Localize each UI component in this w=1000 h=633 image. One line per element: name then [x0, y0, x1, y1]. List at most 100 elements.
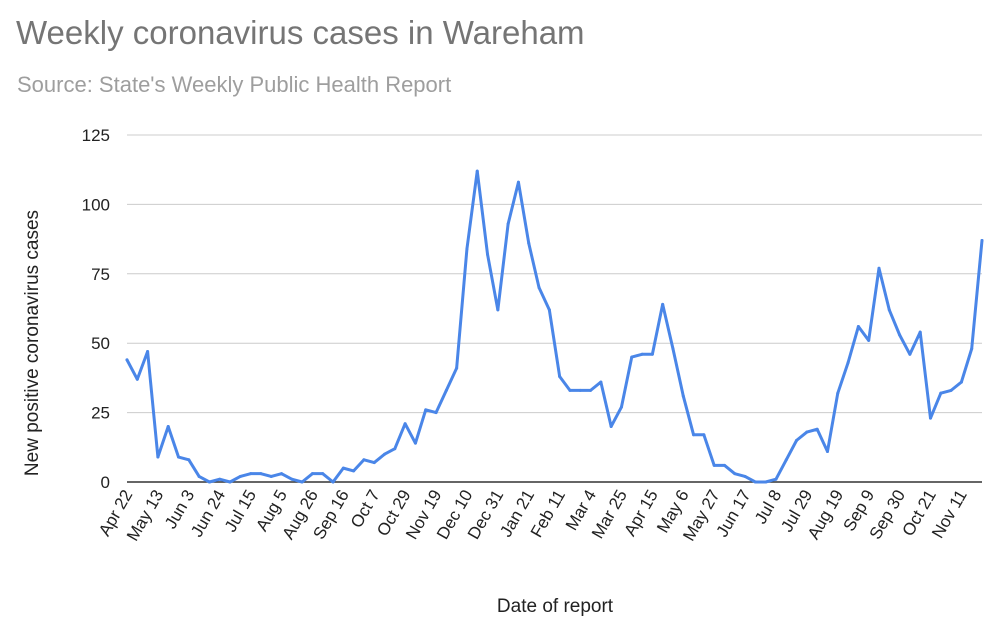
data-point — [743, 474, 747, 478]
data-point — [774, 477, 778, 481]
data-point — [753, 480, 757, 484]
data-point — [321, 472, 325, 476]
data-point — [619, 405, 623, 409]
y-tick-label: 25 — [91, 404, 110, 423]
data-point — [362, 458, 366, 462]
data-point — [475, 169, 479, 173]
data-point — [146, 350, 150, 354]
data-point — [486, 252, 490, 256]
data-point — [568, 388, 572, 392]
y-tick-label: 50 — [91, 334, 110, 353]
data-point — [650, 352, 654, 356]
data-point — [249, 472, 253, 476]
data-point — [310, 472, 314, 476]
data-point — [547, 308, 551, 312]
data-point — [403, 422, 407, 426]
data-point — [125, 358, 129, 362]
data-point — [444, 388, 448, 392]
data-point — [733, 472, 737, 476]
data-point — [393, 447, 397, 451]
data-point — [537, 286, 541, 290]
data-point — [228, 480, 232, 484]
data-point — [187, 458, 191, 462]
data-point — [877, 266, 881, 270]
data-point — [135, 377, 139, 381]
data-point — [671, 347, 675, 351]
data-point — [280, 472, 284, 476]
data-point — [887, 308, 891, 312]
data-point — [558, 375, 562, 379]
data-point — [331, 480, 335, 484]
data-point — [692, 433, 696, 437]
data-point — [959, 380, 963, 384]
data-point — [815, 427, 819, 431]
data-point — [496, 308, 500, 312]
series-layer — [125, 169, 984, 484]
data-point — [856, 325, 860, 329]
data-point — [980, 238, 984, 242]
data-point — [836, 391, 840, 395]
y-axis-ticks: 0 25 50 75 100 125 — [82, 126, 110, 492]
data-point — [712, 463, 716, 467]
data-point — [413, 441, 417, 445]
data-point — [867, 338, 871, 342]
x-tick-label: Jul 15 — [221, 487, 260, 536]
data-point — [640, 352, 644, 356]
data-point — [372, 461, 376, 465]
gridlines — [127, 134, 982, 483]
data-point — [949, 388, 953, 392]
data-point — [599, 380, 603, 384]
data-point — [805, 430, 809, 434]
data-point — [939, 391, 943, 395]
data-point — [609, 424, 613, 428]
data-point — [269, 474, 273, 478]
data-point — [970, 347, 974, 351]
data-point — [424, 408, 428, 412]
data-point — [300, 480, 304, 484]
chart-title: Weekly coronavirus cases in Wareham — [16, 14, 585, 51]
data-point — [465, 247, 469, 251]
data-point — [630, 355, 634, 359]
data-point — [383, 452, 387, 456]
data-point — [156, 455, 160, 459]
data-point — [898, 333, 902, 337]
data-point — [506, 222, 510, 226]
data-point — [928, 416, 932, 420]
data-point — [207, 480, 211, 484]
data-point — [825, 449, 829, 453]
chart-subtitle: Source: State's Weekly Public Health Rep… — [17, 72, 452, 97]
y-tick-label: 100 — [82, 195, 110, 214]
data-point — [784, 458, 788, 462]
data-point — [846, 361, 850, 365]
series-line — [125, 169, 984, 484]
data-point — [455, 366, 459, 370]
data-point — [166, 424, 170, 428]
data-point — [516, 180, 520, 184]
data-point — [918, 330, 922, 334]
data-point — [681, 394, 685, 398]
data-point — [661, 302, 665, 306]
data-point — [352, 469, 356, 473]
data-point — [908, 352, 912, 356]
y-tick-label: 0 — [101, 473, 110, 492]
data-point — [578, 388, 582, 392]
data-point — [764, 480, 768, 484]
data-point — [702, 433, 706, 437]
y-tick-label: 75 — [91, 265, 110, 284]
data-point — [341, 466, 345, 470]
data-point — [434, 411, 438, 415]
data-point — [589, 388, 593, 392]
y-axis-title: New positive coronavirus cases — [22, 210, 43, 476]
data-point — [527, 241, 531, 245]
data-point — [722, 463, 726, 467]
data-point — [259, 472, 263, 476]
data-point — [290, 477, 294, 481]
y-tick-label: 125 — [82, 126, 110, 145]
data-point — [197, 474, 201, 478]
data-point — [218, 477, 222, 481]
x-axis-title: Date of report — [497, 596, 614, 617]
data-point — [177, 455, 181, 459]
data-point — [795, 438, 799, 442]
